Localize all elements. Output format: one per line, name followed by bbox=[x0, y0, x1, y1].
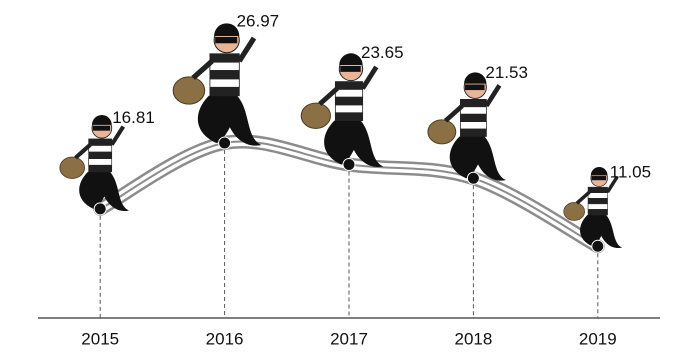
robber-legs bbox=[580, 214, 623, 249]
robber-sack bbox=[172, 76, 206, 105]
robber-sack bbox=[59, 156, 85, 179]
marker bbox=[218, 136, 232, 150]
robber-stripe bbox=[88, 138, 113, 146]
robber-stripe bbox=[334, 96, 364, 106]
robber-arm bbox=[575, 190, 591, 205]
robber-cap bbox=[214, 23, 240, 36]
robber-figure bbox=[172, 23, 262, 146]
robber-stripe bbox=[587, 209, 608, 216]
robber-stripe bbox=[88, 151, 113, 159]
robber-figure bbox=[563, 166, 623, 249]
robber-arm bbox=[606, 175, 619, 193]
robber-arm bbox=[318, 86, 339, 106]
robber-legs bbox=[449, 136, 506, 181]
robber-stripe bbox=[209, 78, 240, 88]
robber-sack bbox=[427, 119, 457, 145]
robber-mask bbox=[465, 84, 485, 91]
x-tick-label: 2016 bbox=[206, 329, 244, 348]
robber-cap bbox=[590, 166, 608, 176]
robber-stripe bbox=[334, 104, 364, 114]
robber-stripe bbox=[334, 112, 364, 122]
robber-stripe bbox=[587, 186, 608, 194]
robber-sack bbox=[300, 102, 331, 129]
robber-mask bbox=[340, 65, 361, 72]
robber-stripe bbox=[587, 203, 608, 210]
robber-cap bbox=[91, 115, 112, 125]
robber-stripe bbox=[460, 128, 487, 137]
marker bbox=[342, 158, 356, 172]
robber-arm bbox=[109, 125, 125, 146]
robber-mask bbox=[92, 125, 111, 131]
robber-stripe bbox=[587, 198, 608, 205]
robber-legs bbox=[324, 120, 384, 167]
value-label: 11.05 bbox=[610, 163, 651, 182]
robber-stripe bbox=[88, 145, 113, 153]
robber-cap bbox=[339, 53, 363, 66]
robber-stripe bbox=[88, 164, 113, 173]
robber-legs bbox=[79, 171, 130, 211]
robber-stripe bbox=[209, 70, 240, 80]
robber-legs bbox=[197, 95, 262, 146]
x-tick-label: 2018 bbox=[454, 329, 492, 348]
value-label: 23.65 bbox=[361, 43, 404, 62]
robber-figure bbox=[59, 115, 130, 211]
marker bbox=[466, 171, 480, 185]
value-label: 16.81 bbox=[112, 108, 155, 127]
robber-arm bbox=[360, 65, 379, 90]
robber-sack bbox=[563, 202, 585, 221]
robber-stripe bbox=[460, 113, 487, 123]
robber-stripe bbox=[209, 86, 240, 97]
robber-stripe bbox=[88, 158, 113, 166]
robber-figure bbox=[300, 53, 384, 167]
robber-stripe bbox=[460, 98, 487, 108]
robber-arm bbox=[484, 84, 502, 108]
robber-stripe bbox=[334, 89, 364, 98]
x-tick-label: 2019 bbox=[579, 329, 617, 348]
robber-cap bbox=[464, 72, 487, 84]
marker bbox=[591, 239, 605, 253]
robber-stripe bbox=[209, 53, 240, 63]
robber-mask bbox=[591, 176, 607, 181]
robber-arm bbox=[237, 36, 257, 63]
robber-stripe bbox=[334, 81, 364, 90]
robber-arm bbox=[444, 104, 464, 123]
x-tick-label: 2015 bbox=[81, 329, 119, 348]
robber-stripe bbox=[460, 106, 487, 115]
robber-stripe bbox=[587, 192, 608, 199]
robber-stripe bbox=[209, 61, 240, 71]
x-tick-label: 2017 bbox=[330, 329, 368, 348]
value-label: 21.53 bbox=[485, 63, 528, 82]
robber-arm bbox=[191, 59, 214, 80]
value-label: 26.97 bbox=[237, 12, 280, 31]
robber-mask bbox=[215, 36, 238, 44]
robber-figure bbox=[427, 72, 506, 181]
robber-stripe bbox=[460, 121, 487, 130]
robber-arm bbox=[74, 143, 92, 160]
marker bbox=[93, 202, 107, 216]
